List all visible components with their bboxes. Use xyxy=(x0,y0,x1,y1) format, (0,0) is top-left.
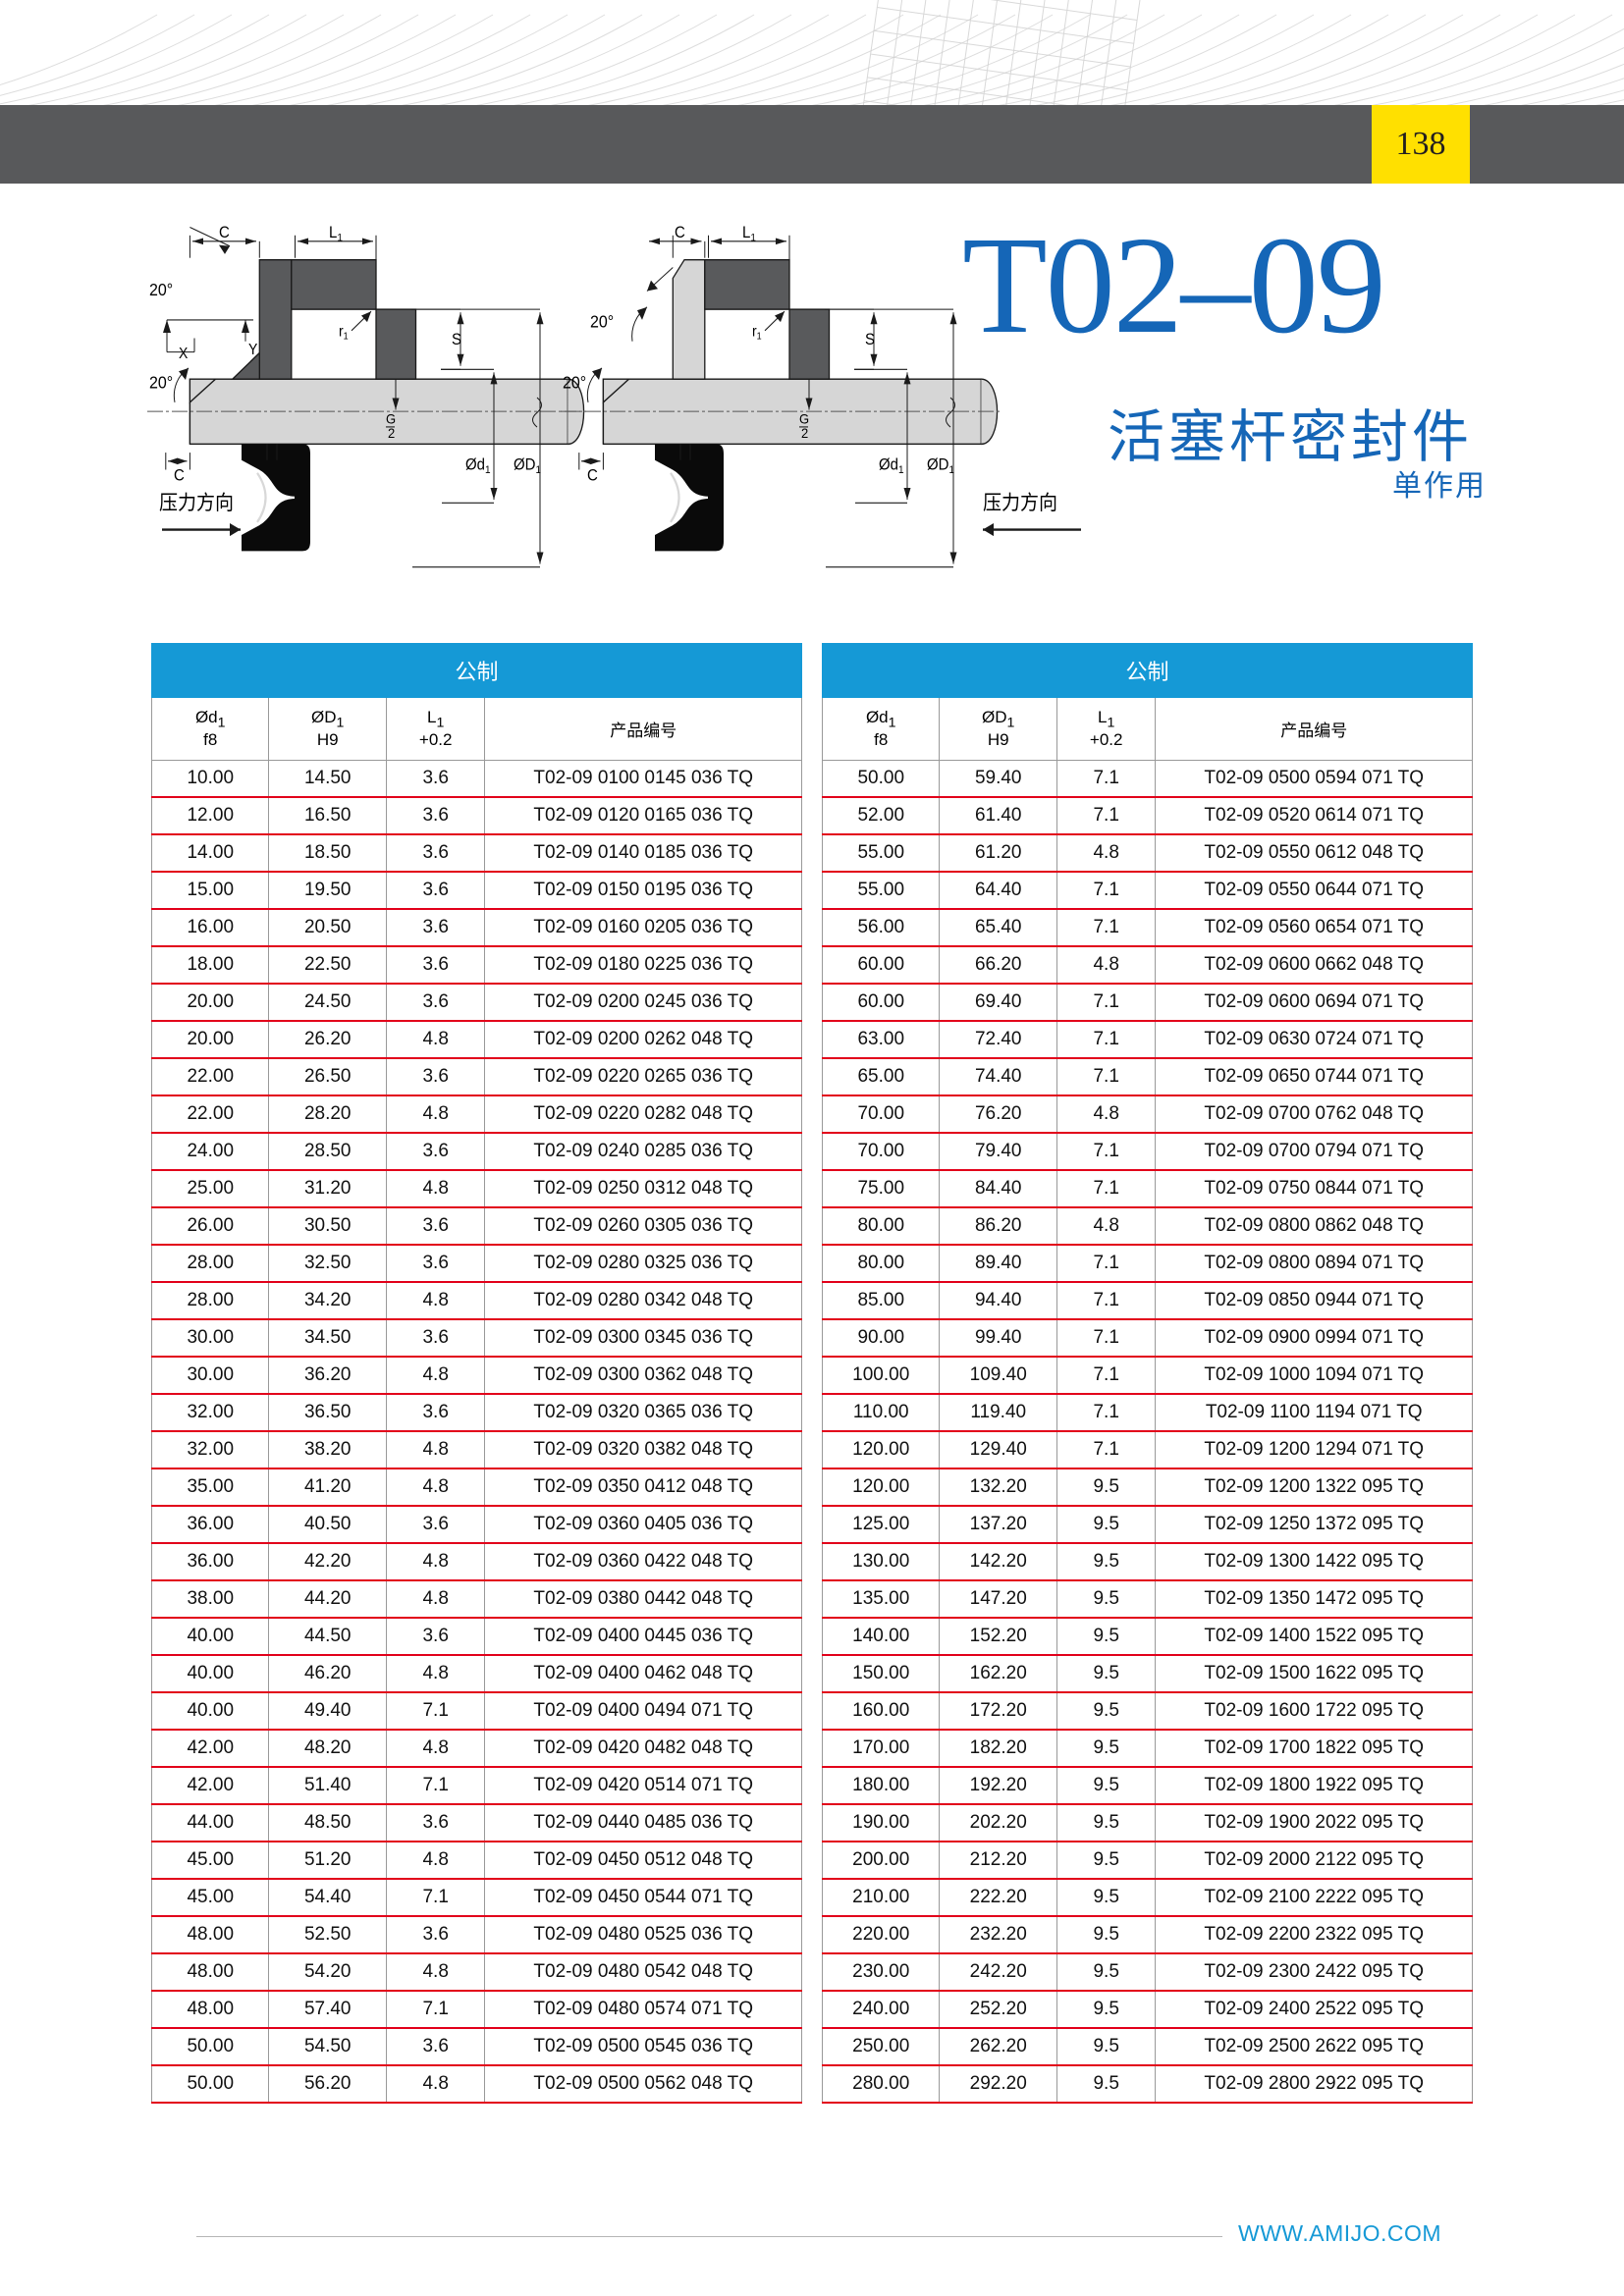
svg-text:X: X xyxy=(179,347,189,363)
svg-text:S: S xyxy=(865,331,875,348)
svg-text:Y: Y xyxy=(248,342,258,358)
svg-text:C: C xyxy=(219,224,230,241)
svg-text:L1: L1 xyxy=(329,224,343,243)
svg-text:C: C xyxy=(174,467,185,485)
svg-text:Ød1: Ød1 xyxy=(879,456,904,476)
svg-text:C: C xyxy=(675,224,685,241)
svg-text:ØD1: ØD1 xyxy=(514,456,541,476)
svg-text:20°: 20° xyxy=(563,373,586,393)
svg-text:C: C xyxy=(587,467,598,485)
svg-text:ØD1: ØD1 xyxy=(927,456,954,476)
svg-text:压力方向: 压力方向 xyxy=(983,492,1057,514)
svg-text:压力方向: 压力方向 xyxy=(159,492,234,514)
svg-text:20°: 20° xyxy=(149,280,173,299)
svg-text:S: S xyxy=(452,331,461,348)
svg-text:2: 2 xyxy=(801,425,808,441)
svg-text:r1: r1 xyxy=(752,324,762,342)
svg-text:20°: 20° xyxy=(149,373,173,393)
svg-text:20°: 20° xyxy=(590,312,614,332)
svg-text:Ød1: Ød1 xyxy=(465,456,491,476)
svg-text:L1: L1 xyxy=(742,224,756,243)
svg-text:r1: r1 xyxy=(339,324,349,342)
svg-text:2: 2 xyxy=(388,425,395,441)
